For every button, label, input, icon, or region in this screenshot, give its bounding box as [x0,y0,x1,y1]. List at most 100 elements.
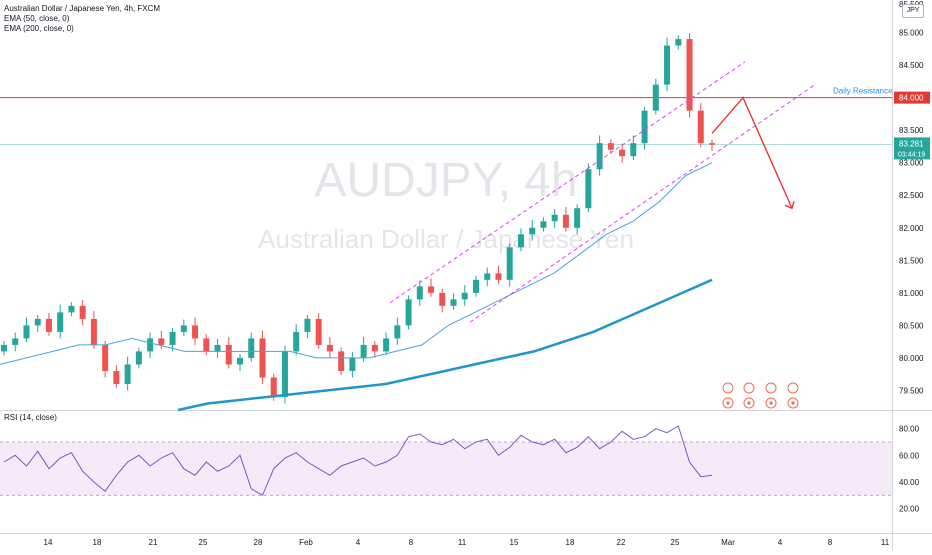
candle-body [270,377,277,397]
candle-body [135,351,142,365]
rsi-tick-label: 60.00 [899,451,920,460]
candle-body [405,299,412,326]
time-tick-label: 4 [356,538,361,547]
price-tick-label: 82.000 [899,224,924,233]
candle-body [237,357,243,365]
candle-body [551,214,558,222]
candle-body [214,344,221,352]
price-tick-label: 79.500 [899,386,924,395]
candle-body [517,234,524,248]
candle-body [34,318,41,326]
candle-body [248,338,255,358]
ema200-line [177,278,713,412]
time-tick-label: 8 [409,538,414,547]
candle-body [360,344,367,358]
candle-body [709,143,715,145]
candle-body [596,143,603,170]
candle-body [562,214,569,228]
candle-body [371,344,378,352]
price-tick-label: 85.000 [899,29,924,38]
time-tick-label: 25 [671,538,680,547]
time-tick-label: Mar [721,538,735,547]
candle-body [180,325,187,332]
candle-body [697,110,704,144]
candle-body [529,227,536,235]
candle-body [664,45,671,85]
price-tick-label: 83.500 [899,126,924,135]
candle-body [675,39,682,46]
candle-body [203,338,210,352]
watermark-subtitle: Australian Dollar / Japanese Yen [258,224,634,254]
candle-body [102,344,109,371]
event-dot-icon [791,401,795,405]
candle-body [630,143,637,157]
event-flag-icon [722,382,734,394]
forecast-arrowhead [784,201,795,210]
bar-countdown: 03:44:19 [898,151,925,158]
candle-body [259,338,266,378]
candle-body [113,370,120,384]
rsi-line [3,425,713,497]
last-price-value: 83.281 [899,139,924,148]
candle-body [315,318,322,345]
time-tick-label: Feb [299,538,313,547]
time-tick-label: 22 [617,538,626,547]
time-tick-label: 4 [778,538,783,547]
candle-body [304,318,311,332]
time-tick-label: 11 [881,538,890,547]
channel-upper [389,61,746,304]
candle-body [439,292,446,306]
candle-body [57,312,64,332]
price-tick-label: 80.500 [899,321,924,330]
event-flag-icon [743,382,755,394]
candle-body [1,344,7,352]
candle-body [293,331,300,352]
candle-body [23,325,30,339]
price-tick-label: 81.000 [899,289,924,298]
rsi-tick-label: 20.00 [899,505,920,514]
candle-body [281,351,288,397]
time-tick-label: 8 [828,538,833,547]
price-tick-label: 83.000 [899,159,924,168]
candle-body [192,325,199,339]
rsi-tick-label: 40.00 [899,478,920,487]
candle-body [326,344,333,352]
watermark-title: AUDJPY, 4h [314,154,577,207]
event-flag-icon [765,382,777,394]
ema200-legend: EMA (200, close, 0) [4,24,74,33]
price-tick-label: 84.500 [899,61,924,70]
rsi-tick-label: 80.00 [899,425,920,434]
candle-body [349,357,356,371]
candle-body [169,331,176,345]
time-tick-label: 18 [93,538,102,547]
symbol-title: Australian Dollar / Japanese Yen, 4h, FX… [4,4,161,13]
candle-body [461,292,468,300]
candle-body [394,325,401,339]
candle-body [158,338,165,345]
candle-body [473,279,479,293]
candle-body [506,247,513,280]
candle-body [90,318,97,345]
price-tick-label: 80.000 [899,354,924,363]
rsi-legend: RSI (14, close) [4,413,57,422]
candle-body [450,299,457,306]
rsi-band [0,442,892,496]
time-tick-label: 15 [510,538,519,547]
event-flag-icon [787,382,799,394]
candle-body [585,169,592,209]
price-tick-label: 82.500 [899,191,924,200]
candle-body [484,273,491,280]
candle-body [79,305,86,319]
candle-body [225,344,232,365]
candle-body [147,338,154,352]
currency-badge[interactable]: JPY [902,4,924,18]
candle-body [12,338,19,345]
time-tick-label: 18 [566,538,575,547]
time-tick-label: 21 [149,538,158,547]
candle-body [619,149,626,157]
candle-body [607,143,614,150]
time-tick-label: 11 [458,538,467,547]
candle-body [495,273,502,280]
